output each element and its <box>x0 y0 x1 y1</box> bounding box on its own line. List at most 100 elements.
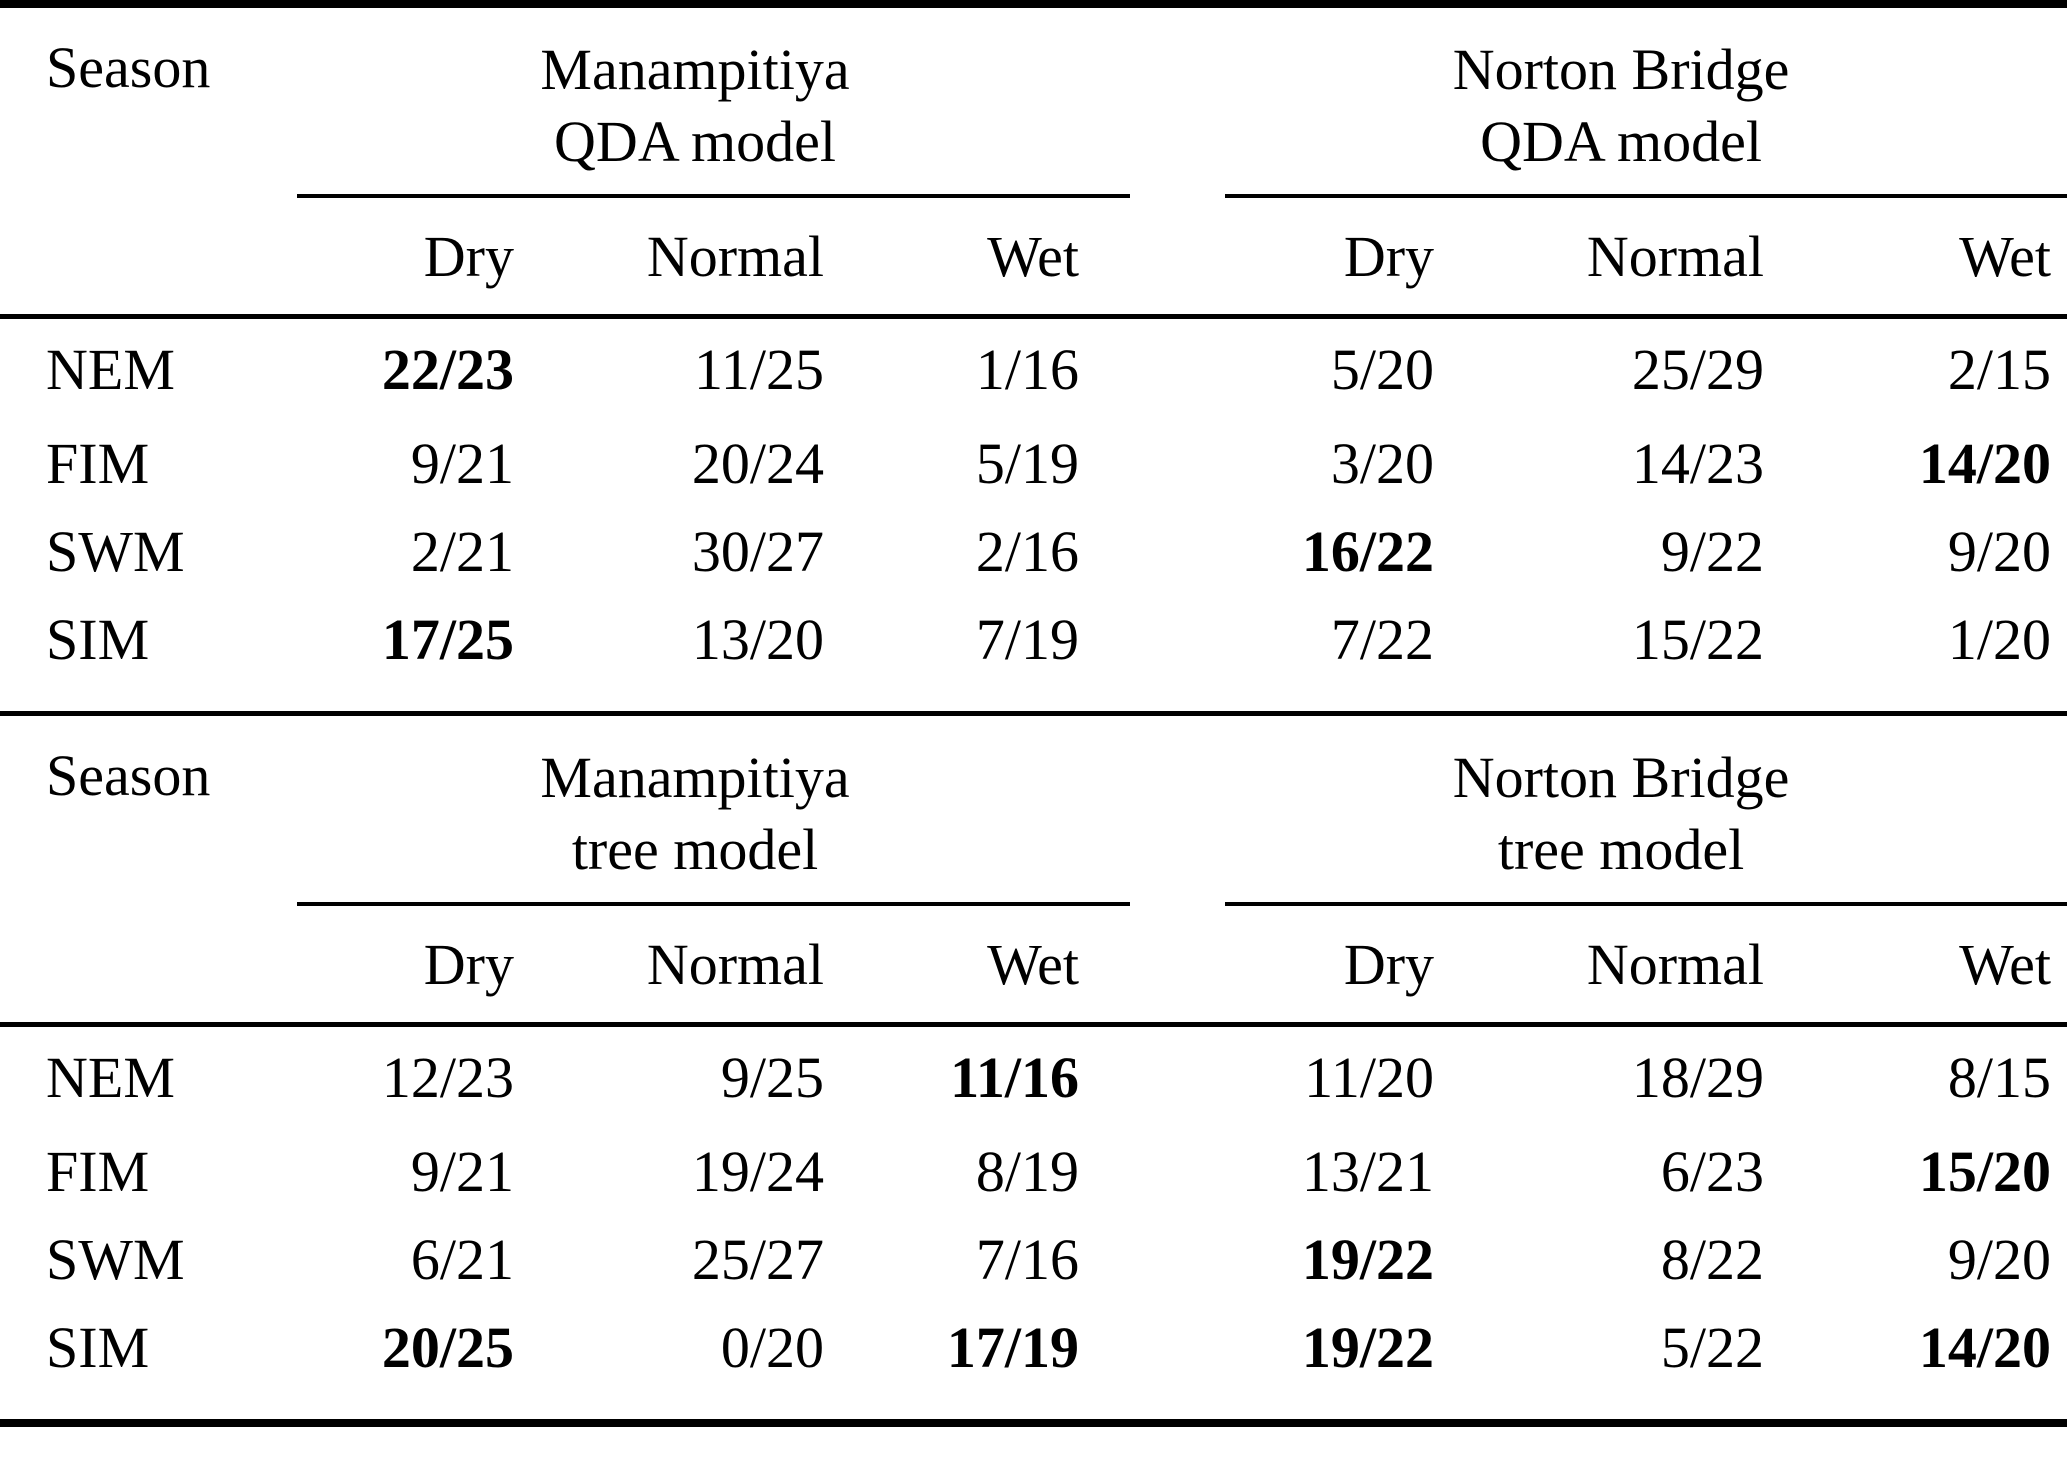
subheader-normal: Normal <box>1586 931 1765 997</box>
subheader-normal: Normal <box>1586 223 1765 289</box>
group-title-line1: Manampitiya <box>540 37 850 102</box>
value-text: 16/22 <box>1301 518 1435 584</box>
value-cell: 7/22 <box>1095 595 1450 711</box>
value-cell: 11/16 <box>840 1022 1096 1127</box>
value-cell: 14/23 <box>1450 419 1780 507</box>
group-header-norton-bridge-qda: Norton Bridge QDA model <box>1095 8 2067 178</box>
value-cell: 18/29 <box>1450 1022 1781 1127</box>
value-text: 11/25 <box>694 336 824 402</box>
table-row: SIM 17/25 13/20 7/19 7/22 15/22 1/20 <box>0 595 2067 711</box>
value-cell: 6/21 <box>295 1215 530 1303</box>
season-row-label: NEM <box>0 1022 295 1127</box>
value-cell: 0/20 <box>530 1303 840 1419</box>
value-text: 25/27 <box>691 1226 824 1292</box>
value-text: 9/21 <box>410 430 514 496</box>
value-cell: 5/22 <box>1450 1303 1780 1419</box>
group-title-line1: Norton Bridge <box>1452 37 1790 102</box>
value-text: 8/19 <box>975 1138 1080 1204</box>
middle-rule <box>0 711 2067 716</box>
value-cell: 9/21 <box>295 419 530 507</box>
subheader-wet: Wet <box>1959 223 2052 289</box>
value-cell: 14/20 <box>1780 1303 2067 1419</box>
value-cell: 13/20 <box>530 595 840 711</box>
subheader-wet: Wet <box>987 223 1080 289</box>
season-row-label: SWM <box>46 518 185 584</box>
value-text: 9/20 <box>1947 518 2052 584</box>
value-text: 7/19 <box>975 606 1080 672</box>
season-row-label: NEM <box>0 314 295 419</box>
group-header-manampitiya-qda: Manampitiya QDA model <box>295 8 1095 178</box>
value-text: 20/25 <box>381 1314 514 1380</box>
value-cell: 20/24 <box>530 419 840 507</box>
group-title-line1: Manampitiya <box>540 745 850 810</box>
group-title-line2: tree model <box>1497 817 1745 882</box>
value-text: 20/24 <box>691 430 824 496</box>
value-text: 2/21 <box>410 518 514 584</box>
subheader-wet: Wet <box>987 931 1080 997</box>
group-rule-norton-bridge <box>1095 178 2067 198</box>
value-text: 19/22 <box>1301 1314 1435 1380</box>
group-rule-manampitiya <box>295 178 1131 198</box>
subheader-normal: Normal <box>646 931 824 997</box>
value-text: 1/20 <box>1947 606 2052 672</box>
value-cell: 8/15 <box>1780 1022 2067 1127</box>
value-cell: 5/20 <box>1095 314 1451 419</box>
table-row: NEM 12/23 9/25 11/16 11/20 18/29 8/15 <box>0 1022 2067 1127</box>
value-text: 9/21 <box>410 1138 514 1204</box>
value-text: 13/20 <box>691 606 824 672</box>
subheader-dry: Dry <box>423 223 514 289</box>
season-column-header: Season <box>46 35 211 100</box>
group-rule-norton-bridge <box>1095 886 2067 906</box>
group-title-line1: Norton Bridge <box>1452 745 1790 810</box>
value-text: 8/15 <box>1947 1044 2052 1110</box>
value-text: 5/19 <box>975 430 1080 496</box>
value-text: 2/15 <box>1947 336 2052 402</box>
value-cell: 19/24 <box>530 1127 840 1215</box>
bottom-rule <box>0 1419 2067 1427</box>
table-row: SWM 2/21 30/27 2/16 16/22 9/22 9/20 <box>0 507 2067 595</box>
value-text: 11/16 <box>950 1044 1080 1110</box>
value-cell: 2/16 <box>840 507 1095 595</box>
subheader-dry: Dry <box>1343 223 1435 289</box>
value-text: 14/23 <box>1631 430 1765 496</box>
value-text: 9/20 <box>1947 1226 2052 1292</box>
value-cell: 17/25 <box>295 595 530 711</box>
season-row-label: SIM <box>46 1314 150 1380</box>
value-cell: 3/20 <box>1095 419 1450 507</box>
value-text: 19/22 <box>1301 1226 1435 1292</box>
value-text: 8/22 <box>1660 1226 1765 1292</box>
value-text: 25/29 <box>1631 336 1765 402</box>
value-cell: 7/16 <box>840 1215 1095 1303</box>
value-cell: 5/19 <box>840 419 1095 507</box>
value-cell: 1/16 <box>840 314 1096 419</box>
group-header-norton-bridge-tree: Norton Bridge tree model <box>1095 716 2067 886</box>
value-text: 2/16 <box>975 518 1080 584</box>
value-text: 12/23 <box>381 1044 514 1110</box>
value-text: 15/20 <box>1918 1138 2052 1204</box>
value-cell: 25/29 <box>1450 314 1781 419</box>
value-cell: 19/22 <box>1095 1215 1450 1303</box>
top-rule <box>0 0 2067 8</box>
value-text: 9/25 <box>720 1044 824 1110</box>
value-cell: 2/15 <box>1780 314 2067 419</box>
group-header-manampitiya-tree: Manampitiya tree model <box>295 716 1095 886</box>
group-title-line2: tree model <box>571 817 819 882</box>
value-cell: 17/19 <box>840 1303 1095 1419</box>
table-qda-models: Season Manampitiya QDA model Norton Brid… <box>0 8 2067 711</box>
value-cell: 30/27 <box>530 507 840 595</box>
value-cell: 25/27 <box>530 1215 840 1303</box>
value-cell: 20/25 <box>295 1303 530 1419</box>
value-cell: 15/20 <box>1780 1127 2067 1215</box>
value-cell: 9/20 <box>1780 507 2067 595</box>
value-text: 5/20 <box>1330 336 1435 402</box>
value-cell: 9/21 <box>295 1127 530 1215</box>
value-text: 0/20 <box>720 1314 824 1380</box>
value-cell: 12/23 <box>295 1022 530 1127</box>
value-text: 7/16 <box>975 1226 1080 1292</box>
season-row-label: FIM <box>46 430 150 496</box>
value-cell: 19/22 <box>1095 1303 1450 1419</box>
value-cell: 6/23 <box>1450 1127 1780 1215</box>
value-text: 5/22 <box>1660 1314 1765 1380</box>
group-rule-manampitiya <box>295 886 1131 906</box>
